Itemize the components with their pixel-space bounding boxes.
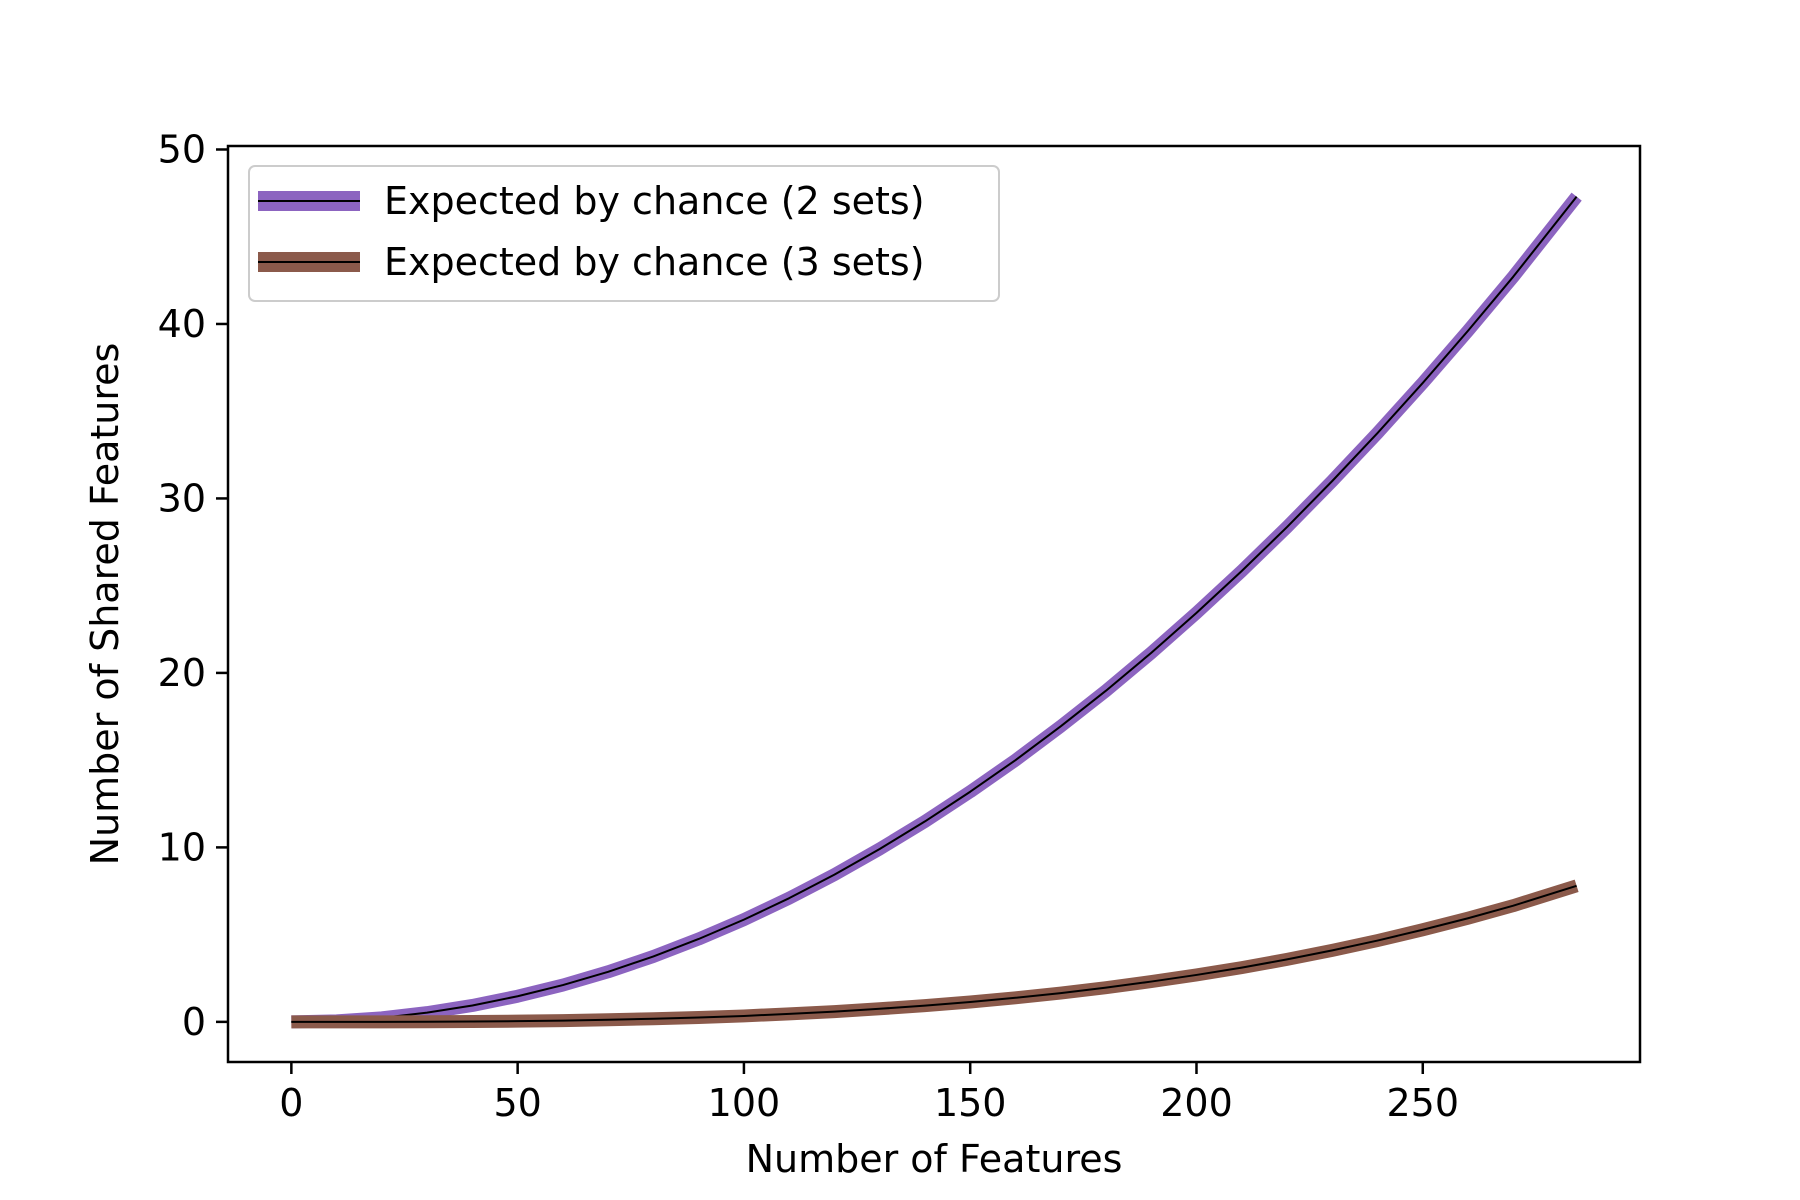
legend-items: Expected by chance (2 sets) Expected by c…	[258, 179, 925, 284]
series-layer	[291, 192, 1582, 1029]
y-tick-label: 20	[158, 651, 206, 695]
legend-box	[248, 165, 1000, 302]
series-1-line	[291, 195, 1578, 1023]
x-tick-label: 200	[1160, 1081, 1233, 1125]
x-tick-label: 150	[934, 1081, 1007, 1125]
x-tick-label: 250	[1387, 1081, 1460, 1125]
legend: Expected by chance (2 sets) Expected by c…	[248, 165, 1000, 302]
y-tick-label: 50	[158, 127, 206, 171]
legend-label: Expected by chance (2 sets)	[384, 179, 925, 223]
y-tick-label: 30	[158, 476, 206, 520]
x-tick-label: 0	[279, 1081, 303, 1125]
x-tick-label: 100	[708, 1081, 781, 1125]
y-tick-label: 10	[158, 825, 206, 869]
legend-label: Expected by chance (3 sets)	[384, 240, 925, 284]
y-axis-ticks: 0 10 20 30 40 50	[158, 127, 228, 1044]
series-2-line	[291, 884, 1577, 1023]
plot-frame	[226, 144, 1642, 1064]
x-axis-label: Number of Features	[746, 1137, 1123, 1181]
y-tick-label: 0	[182, 1000, 206, 1044]
y-tick-label: 40	[158, 302, 206, 346]
x-tick-label: 50	[493, 1081, 541, 1125]
x-axis-ticks: 0 50 100 150 200 250	[279, 1062, 1459, 1125]
y-axis-label: Number of Shared Features	[83, 343, 127, 866]
